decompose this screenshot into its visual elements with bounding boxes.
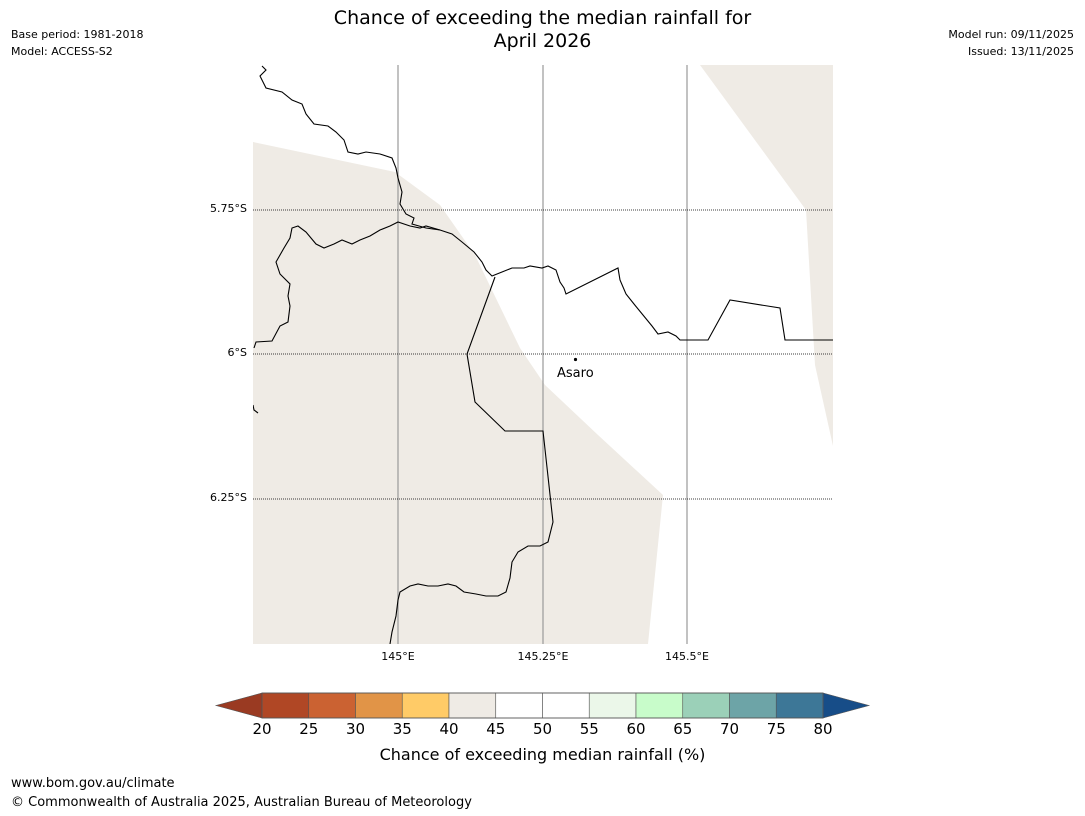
title-line-1: Chance of exceeding the median rainfall …: [333, 7, 752, 29]
colorbar-tick: 25: [299, 720, 319, 738]
colorbar-tick: 45: [486, 720, 506, 738]
colorbar-segment: [729, 692, 777, 719]
footer-url: www.bom.gov.au/climate: [11, 776, 175, 791]
colorbar-over-arrow: [822, 692, 871, 719]
colorbar-segment: [355, 692, 403, 719]
province-boundary-west: [253, 221, 441, 349]
rainfall-shading-east: [700, 65, 833, 446]
colorbar-tick: 20: [252, 720, 272, 738]
lat-label-6-25: 6.25°S: [210, 491, 247, 504]
colorbar: [214, 692, 871, 719]
footer-copyright: © Commonwealth of Australia 2025, Austra…: [11, 795, 472, 810]
colorbar-tick: 75: [766, 720, 786, 738]
colorbar-segment: [495, 692, 543, 719]
colorbar-segment: [448, 692, 497, 719]
lon-label-145-5: 145.5°E: [665, 650, 709, 663]
colorbar-caption: Chance of exceeding median rainfall (%): [379, 745, 706, 764]
place-marker-asaro: [573, 357, 578, 362]
colorbar-segment: [542, 692, 590, 719]
lat-label-6: 6°S: [227, 346, 247, 359]
map-title: Chance of exceeding the median rainfall …: [0, 7, 1085, 53]
metadata-right: Model run: 09/11/2025 Issued: 13/11/2025: [948, 26, 1074, 60]
rainfall-shading-west: [253, 142, 663, 644]
colorbar-tick: 65: [673, 720, 693, 738]
colorbar-tick: 35: [392, 720, 412, 738]
colorbar-segment: [261, 692, 310, 719]
colorbar-tick: 40: [439, 720, 459, 738]
colorbar-segment: [635, 692, 684, 719]
colorbar-segment: [308, 692, 356, 719]
issued-date: Issued: 13/11/2025: [967, 45, 1074, 58]
colorbar-outline: [261, 692, 824, 719]
colorbar-tick: 70: [719, 720, 740, 738]
colorbar-segment: [682, 692, 730, 719]
place-label-asaro: Asaro: [557, 366, 594, 381]
metadata-left: Base period: 1981-2018 Model: ACCESS-S2: [11, 26, 143, 60]
colorbar-tick: 60: [626, 720, 646, 738]
colorbar-tick: 30: [345, 720, 366, 738]
province-boundary-south: [389, 276, 554, 644]
colorbar-under-arrow: [214, 692, 263, 719]
base-period: Base period: 1981-2018: [11, 28, 144, 41]
model-name: Model: ACCESS-S2: [11, 45, 113, 58]
lat-label-5-75: 5.75°S: [210, 202, 247, 215]
colorbar-tick: 50: [532, 720, 553, 738]
map-area: [253, 65, 833, 644]
model-run-date: Model run: 09/11/2025: [948, 28, 1074, 41]
province-boundary-north: [259, 65, 833, 341]
title-line-2: April 2026: [493, 30, 592, 52]
province-boundary-fragment: [253, 404, 259, 414]
colorbar-tick: 80: [813, 720, 833, 738]
lon-label-145: 145°E: [381, 650, 415, 663]
colorbar-segment: [775, 692, 824, 719]
lon-label-145-25: 145.25°E: [517, 650, 569, 663]
colorbar-segments: [261, 692, 824, 719]
colorbar-segment: [588, 692, 637, 719]
colorbar-tick: 55: [579, 720, 599, 738]
colorbar-segment: [401, 692, 450, 719]
